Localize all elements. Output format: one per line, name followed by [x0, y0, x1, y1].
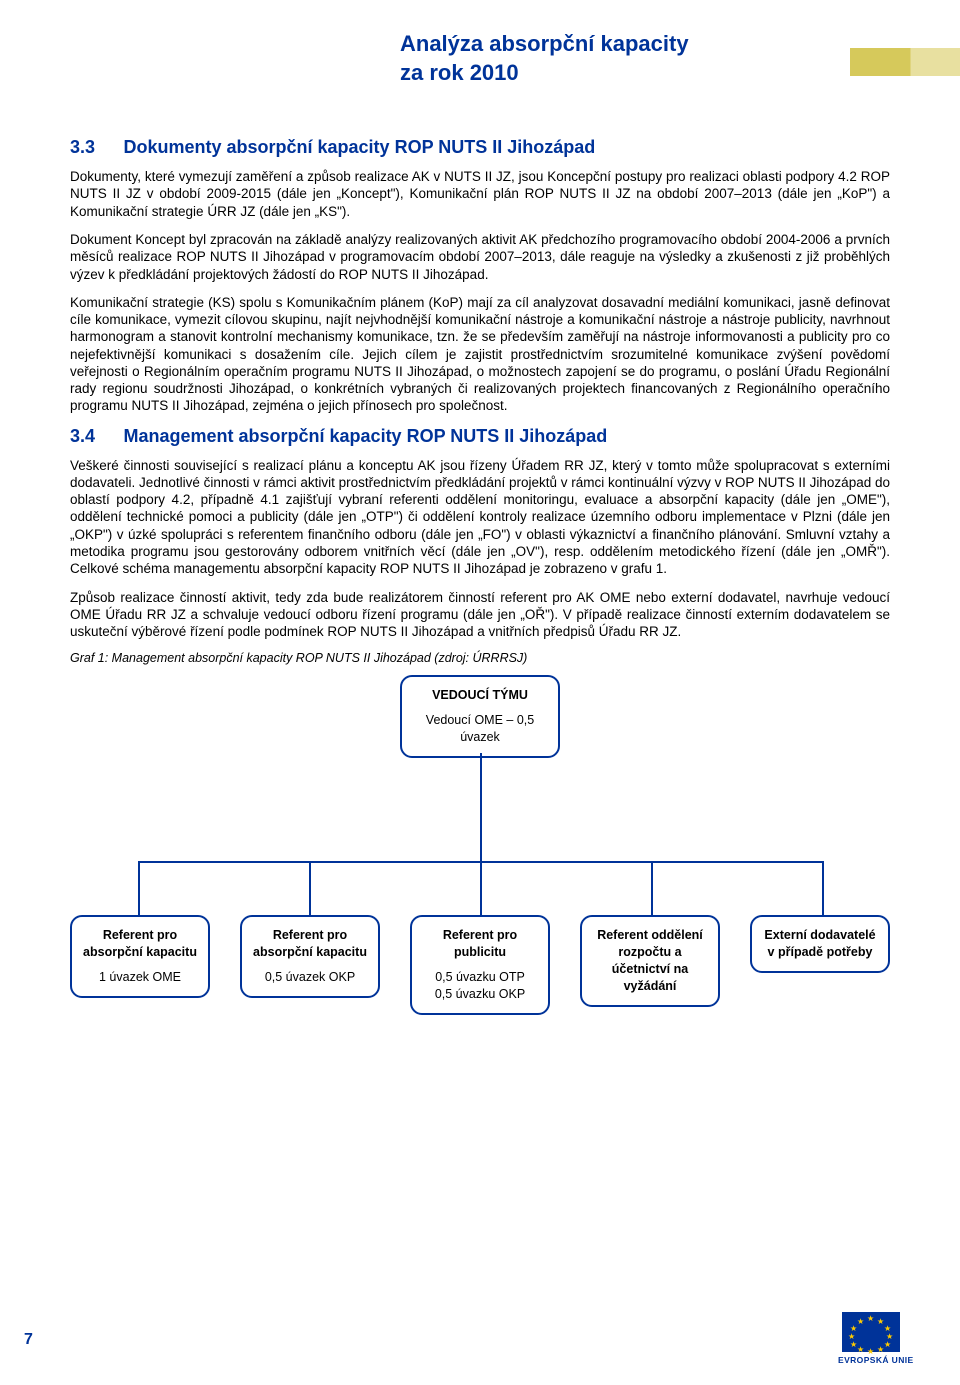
section-num: 3.4: [70, 426, 95, 447]
section-3-3-heading: 3.3 Dokumenty absorpční kapacity ROP NUT…: [70, 137, 890, 158]
org-child-title: Externí dodavatelé v případě potřeby: [760, 927, 880, 961]
paragraph: Dokument Koncept byl zpracován na základ…: [70, 231, 890, 283]
org-node-top: VEDOUCÍ TÝMU Vedoucí OME – 0,5 úvazek: [400, 675, 560, 758]
org-child-title: Referent pro absorpční kapacitu: [250, 927, 370, 961]
org-node-child: Referent pro absorpční kapacitu 1 úvazek…: [70, 915, 210, 998]
org-top-sub: Vedoucí OME – 0,5 úvazek: [410, 712, 550, 746]
org-child-sub2: 0,5 úvazku OKP: [420, 986, 540, 1003]
connector: [480, 861, 482, 915]
doc-title-line2: za rok 2010: [400, 59, 890, 88]
doc-title: Analýza absorpční kapacity za rok 2010: [400, 30, 890, 87]
paragraph: Veškeré činnosti související s realizací…: [70, 457, 890, 578]
section-title: Management absorpční kapacity ROP NUTS I…: [123, 426, 607, 446]
paragraph: Komunikační strategie (KS) spolu s Komun…: [70, 294, 890, 415]
org-child-title: Referent pro publicitu: [420, 927, 540, 961]
org-top-title: VEDOUCÍ TÝMU: [410, 687, 550, 704]
connector: [309, 861, 311, 915]
section-num: 3.3: [70, 137, 95, 158]
doc-title-line1: Analýza absorpční kapacity: [400, 30, 890, 59]
page-number: 7: [24, 1331, 33, 1349]
connector: [138, 861, 140, 915]
paragraph: Způsob realizace činností aktivit, tedy …: [70, 589, 890, 641]
chart-caption: Graf 1: Management absorpční kapacity RO…: [70, 651, 890, 665]
accent-bar: [850, 48, 960, 76]
org-node-child: Referent pro publicitu 0,5 úvazku OTP 0,…: [410, 915, 550, 1015]
org-child-title: Referent pro absorpční kapacitu: [80, 927, 200, 961]
eu-label: EVROPSKÁ UNIE: [838, 1355, 930, 1365]
org-chart: VEDOUCÍ TÝMU Vedoucí OME – 0,5 úvazek Re…: [70, 675, 890, 1035]
paragraph: Dokumenty, které vymezují zaměření a způ…: [70, 168, 890, 220]
connector: [822, 861, 824, 915]
connector: [480, 753, 482, 863]
org-node-child: Referent pro absorpční kapacitu 0,5 úvaz…: [240, 915, 380, 998]
org-child-sub1: 0,5 úvazku OTP: [420, 969, 540, 986]
org-node-child: Referent oddělení rozpočtu a účetnictví …: [580, 915, 720, 1007]
org-node-child: Externí dodavatelé v případě potřeby: [750, 915, 890, 973]
org-child-title: Referent oddělení rozpočtu a účetnictví …: [590, 927, 710, 995]
eu-flag-icon: ★ ★ ★ ★ ★ ★ ★ ★ ★ ★ ★ ★: [842, 1312, 900, 1352]
org-child-sub: 0,5 úvazek OKP: [250, 969, 370, 986]
doc-header: Analýza absorpční kapacity za rok 2010: [70, 30, 890, 87]
org-child-sub: 1 úvazek OME: [80, 969, 200, 986]
section-title: Dokumenty absorpční kapacity ROP NUTS II…: [123, 137, 595, 157]
connector: [651, 861, 653, 915]
eu-badge: ★ ★ ★ ★ ★ ★ ★ ★ ★ ★ ★ ★ EVROPSKÁ UNIE: [838, 1312, 930, 1365]
section-3-4-heading: 3.4 Management absorpční kapacity ROP NU…: [70, 426, 890, 447]
